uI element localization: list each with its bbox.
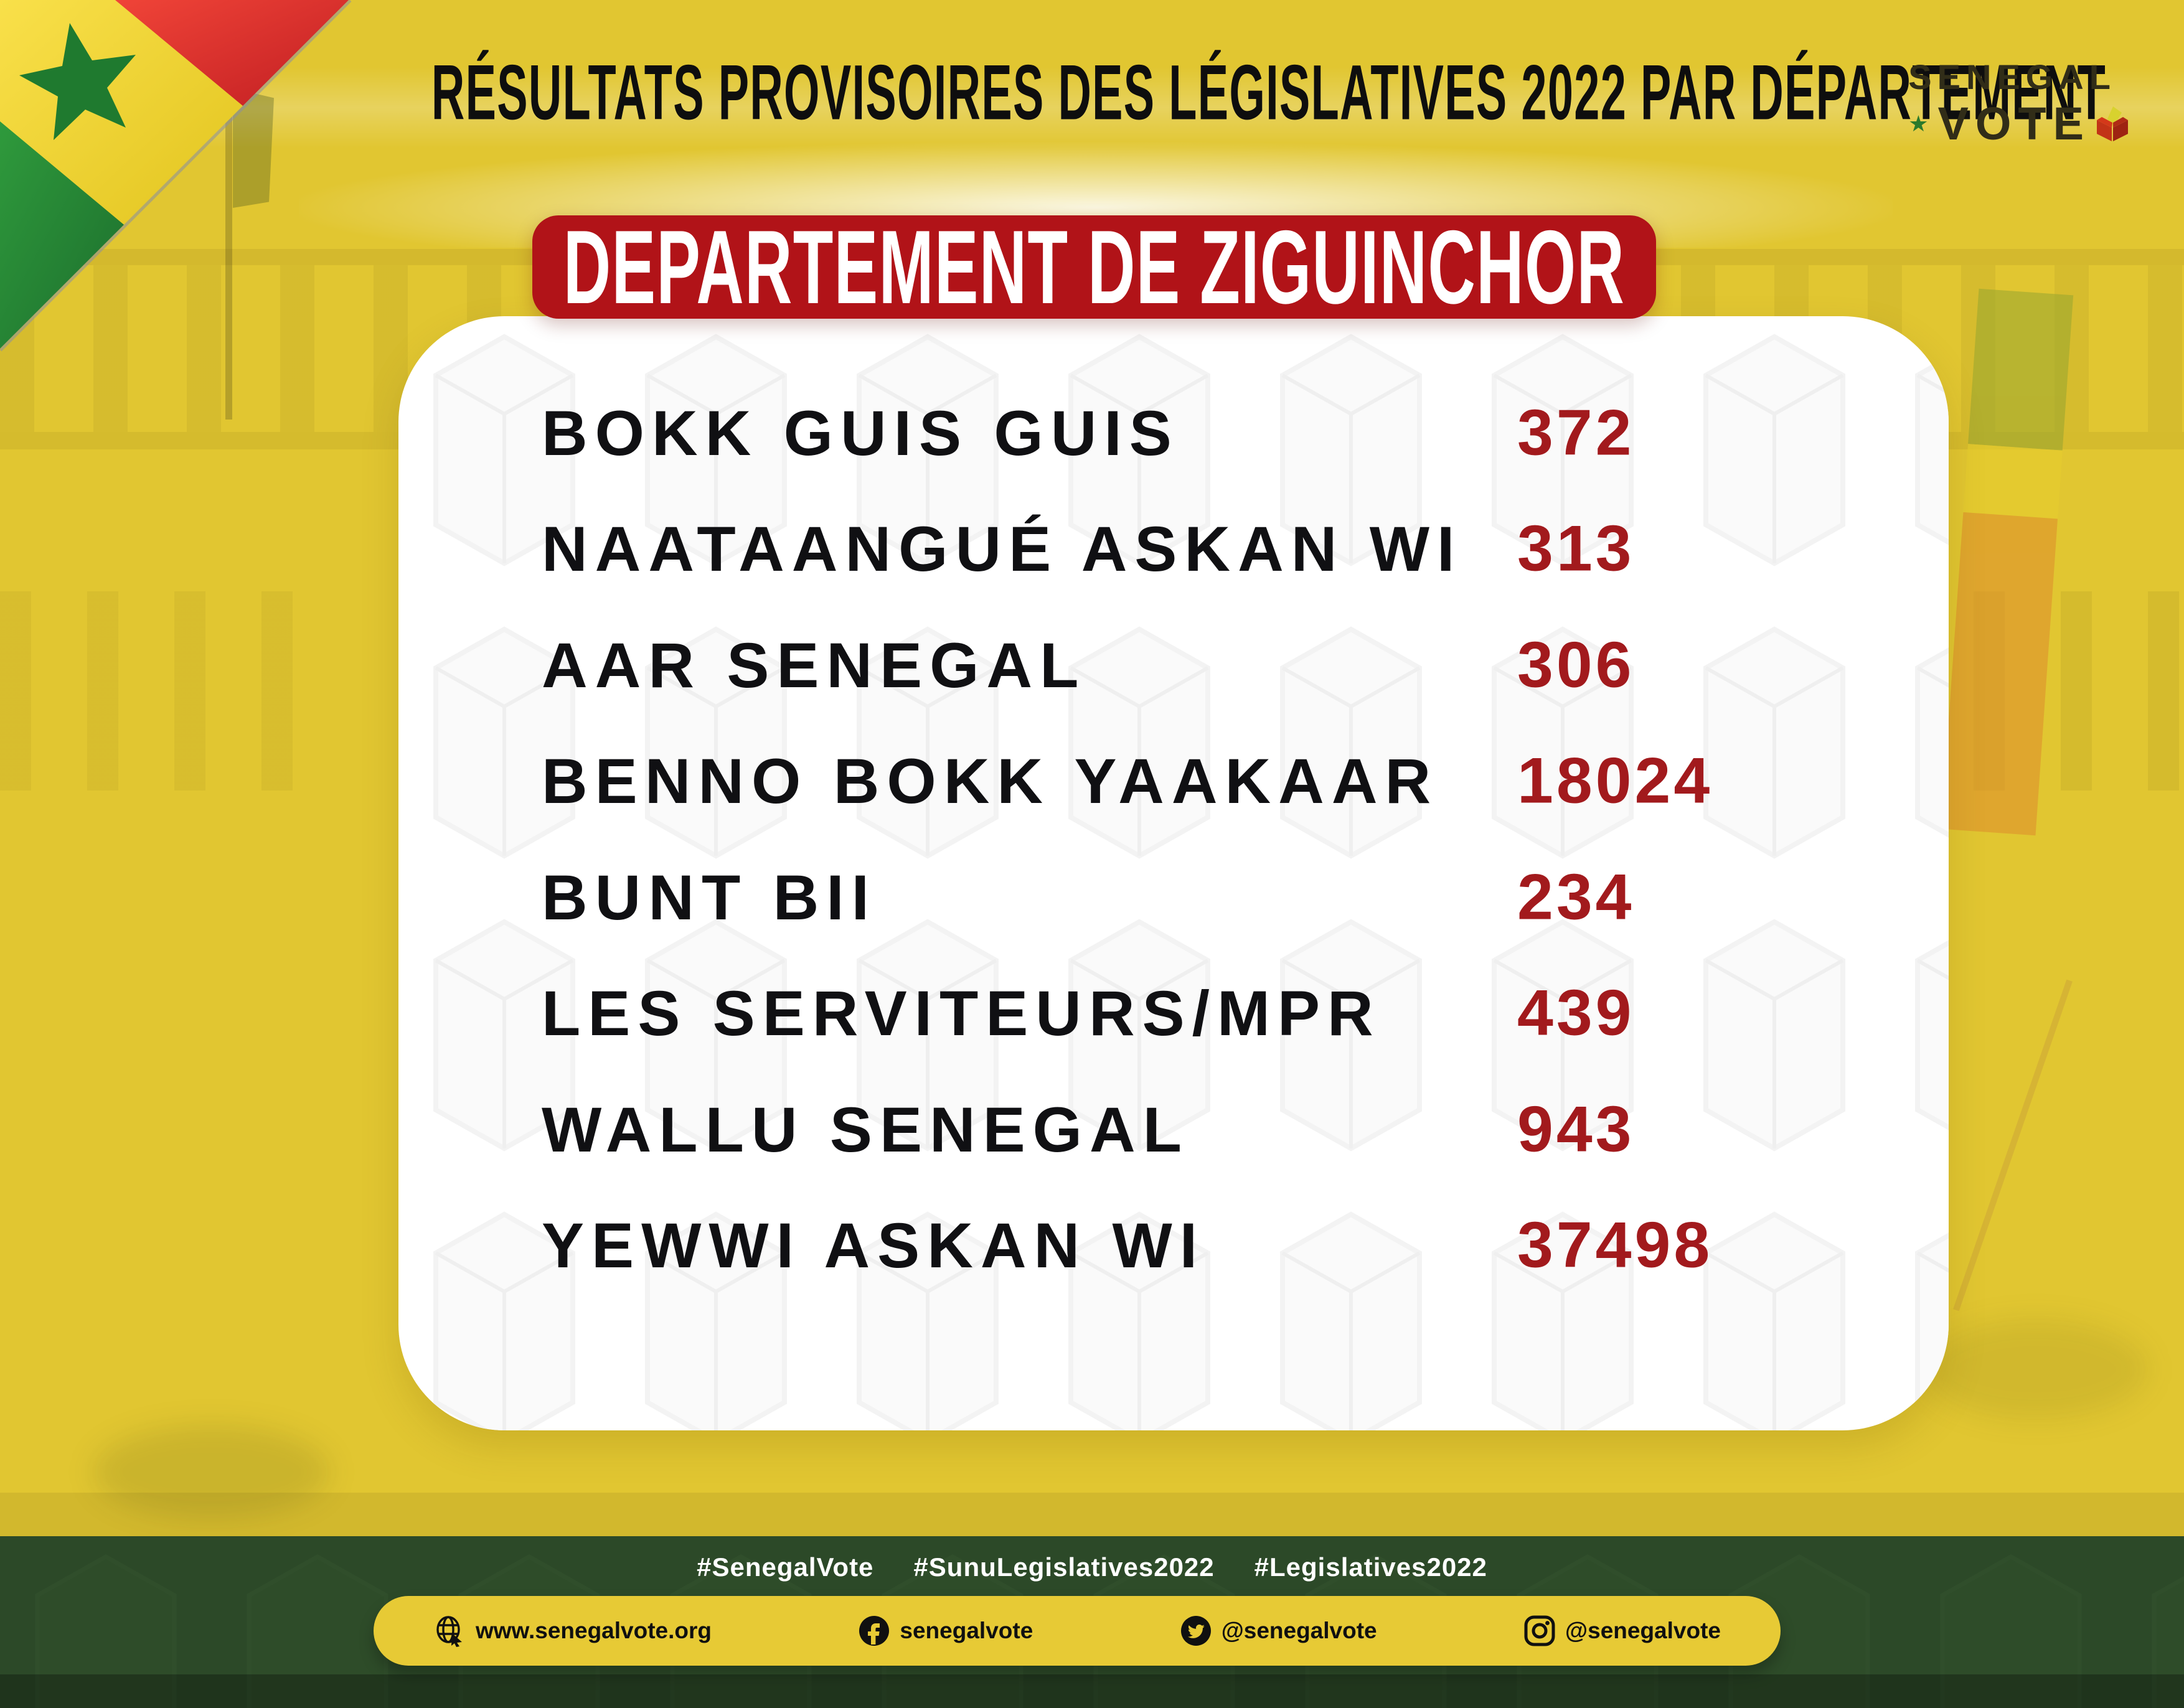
party-votes: 37498 [1517, 1209, 1713, 1282]
background-palm-silhouette [1924, 1320, 2148, 1419]
flag-star [19, 23, 136, 140]
footer-band: #SenegalVote #SunuLegislatives2022 #Legi… [0, 1536, 2184, 1708]
party-name: LES SERVITEURS/MPR [542, 977, 1381, 1049]
hashtag: #Legislatives2022 [1254, 1552, 1487, 1582]
background-building-base [0, 1493, 2184, 1536]
hashtag: #SenegalVote [697, 1552, 874, 1582]
hashtag-row: #SenegalVote #SunuLegislatives2022 #Legi… [0, 1552, 2184, 1582]
logo-line1: SENEGAL [1908, 57, 2116, 96]
facebook-label: senegalvote [900, 1618, 1033, 1643]
page-title-text: RÉSULTATS PROVISOIRES DES LÉGISLATIVES 2… [431, 49, 2107, 136]
party-votes: 313 [1517, 512, 1635, 585]
table-row: BUNT BII 234 [542, 861, 1924, 934]
facebook-item: senegalvote [859, 1615, 1033, 1646]
department-banner: DEPARTEMENT DE ZIGUINCHOR [532, 209, 1656, 326]
logo-line2: ★ VOTE [1908, 101, 2130, 147]
star-icon: ★ [1908, 111, 1936, 136]
table-row: AAR SENEGAL 306 [542, 629, 1924, 702]
table-row: LES SERVITEURS/MPR 439 [542, 977, 1924, 1049]
background-building-columns [0, 591, 293, 791]
table-row: YEWWI ASKAN WI 37498 [542, 1209, 1924, 1282]
party-name: NAATAANGUÉ ASKAN WI [542, 513, 1462, 584]
senegalvote-logo: SENEGAL ★ VOTE [1908, 60, 2130, 147]
party-votes: 18024 [1517, 744, 1713, 817]
twitter-label: @senegalvote [1221, 1618, 1377, 1643]
twitter-item: @senegalvote [1180, 1615, 1377, 1646]
background-flagpole-left [225, 78, 232, 420]
ballot-box-watermark [398, 316, 1949, 1430]
table-row: WALLU SENEGAL 943 [542, 1093, 1924, 1166]
party-name: BUNT BII [542, 861, 877, 933]
website-label: www.senegalvote.org [476, 1618, 712, 1643]
party-votes: 943 [1517, 1093, 1635, 1166]
hashtag: #SunuLegislatives2022 [913, 1552, 1215, 1582]
table-row: BENNO BOKK YAAKAAR 18024 [542, 744, 1924, 817]
globe-icon [436, 1616, 462, 1647]
table-row: NAATAANGUÉ ASKAN WI 313 [542, 512, 1924, 585]
background-flagpole-right [1953, 979, 2073, 1312]
party-votes: 372 [1517, 396, 1635, 469]
twitter-icon [1180, 1616, 1211, 1646]
background-palm-silhouette [93, 1425, 330, 1519]
party-name: WALLU SENEGAL [542, 1094, 1189, 1165]
facebook-icon [859, 1616, 890, 1646]
footer-shadow-strip [0, 1674, 2184, 1708]
logo-line2-text: VOTE [1937, 98, 2091, 149]
party-votes: 234 [1517, 861, 1635, 934]
party-name: BENNO BOKK YAAKAAR [542, 745, 1439, 817]
senegal-flag-corner [0, 0, 352, 352]
instagram-item: @senegalvote [1524, 1615, 1721, 1646]
department-banner-label: DEPARTEMENT DE ZIGUINCHOR [563, 208, 1626, 326]
table-row: BOKK GUIS GUIS 372 [542, 396, 1924, 469]
instagram-label: @senegalvote [1565, 1618, 1721, 1643]
ballot-box-icon [2097, 106, 2128, 141]
background-glow [0, 67, 2184, 148]
website-item: www.senegalvote.org [433, 1615, 712, 1647]
party-votes: 439 [1517, 977, 1635, 1049]
contact-pill: www.senegalvote.org senegalvote @senegal… [374, 1596, 1781, 1666]
party-name: YEWWI ASKAN WI [542, 1209, 1205, 1281]
instagram-icon [1524, 1615, 1555, 1646]
party-votes: 306 [1517, 629, 1635, 702]
page-title: RÉSULTATS PROVISOIRES DES LÉGISLATIVES 2… [0, 49, 2184, 136]
party-name: AAR SENEGAL [542, 629, 1086, 701]
results-card: BOKK GUIS GUIS 372 NAATAANGUÉ ASKAN WI 3… [398, 316, 1949, 1430]
party-name: BOKK GUIS GUIS [542, 397, 1179, 469]
